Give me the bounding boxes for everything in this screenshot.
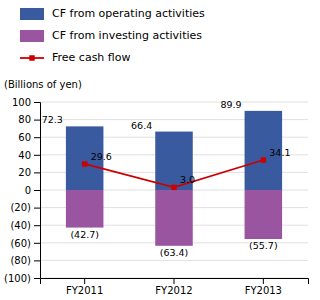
y-tick: 0 xyxy=(25,185,40,196)
bar xyxy=(66,190,104,228)
line xyxy=(85,160,264,187)
marker xyxy=(261,157,266,162)
legend-marker xyxy=(29,55,34,60)
x-tick-label: FY2013 xyxy=(245,285,282,296)
x-axis: FY2011 FY2012 FY2013 xyxy=(41,278,309,296)
y-axis-line xyxy=(34,103,41,279)
chart: (100)(80)(60)(40)(20)020406080100FY2011F… xyxy=(0,0,320,300)
y-tick: 40 xyxy=(18,150,40,161)
data-label: 89.9 xyxy=(220,99,241,110)
y-tick-label: 100 xyxy=(12,97,31,108)
y-tick-mark xyxy=(34,102,40,103)
x-tick-mark xyxy=(174,278,175,284)
x-tick: FY2012 xyxy=(155,278,192,296)
y-tick: (20) xyxy=(10,202,40,213)
legend-swatch xyxy=(20,8,44,20)
x-tick: FY2013 xyxy=(245,278,282,296)
y-tick: (100) xyxy=(4,273,40,284)
x-tick-mark xyxy=(84,278,85,284)
y-tick-label: 40 xyxy=(18,150,31,161)
y-tick-mark xyxy=(34,208,40,209)
y-tick: 20 xyxy=(18,167,40,178)
legend-label: CF from operating activities xyxy=(52,7,205,20)
grid xyxy=(40,102,308,278)
y-tick-label: (60) xyxy=(10,238,31,249)
y-tick-mark xyxy=(34,155,40,156)
data-label: (63.4) xyxy=(160,247,189,258)
y-tick: (40) xyxy=(10,220,40,231)
data-label: 34.1 xyxy=(269,147,290,158)
bar xyxy=(155,190,193,246)
legend: CF from operating activities CF from inve… xyxy=(20,7,205,64)
y-tick: 80 xyxy=(18,114,40,125)
y-tick-mark xyxy=(34,260,40,261)
y-axis: (100) (80) (60) (40) (20) 0 20 40 60 80 100 xyxy=(4,97,40,284)
data-label: 66.4 xyxy=(131,120,152,131)
grid-line xyxy=(40,260,308,261)
grid-line xyxy=(40,102,308,103)
legend-label: CF from investing activities xyxy=(52,29,202,42)
y-tick-label: 80 xyxy=(18,114,31,125)
y-tick-mark xyxy=(34,137,40,138)
y-tick-label: (40) xyxy=(10,220,31,231)
y-axis-title: (Billions of yen) xyxy=(4,79,82,90)
data-labels: 72.3 66.4 89.9 (42.7) (63.4) (55.7) 29.6 3.0 34.… xyxy=(42,99,291,258)
marker xyxy=(171,185,176,190)
x-tick-label: FY2012 xyxy=(155,285,192,296)
bar xyxy=(245,190,283,239)
y-tick-mark xyxy=(34,243,40,244)
x-tick: FY2011 xyxy=(66,278,103,296)
y-tick-mark xyxy=(34,190,40,191)
data-label: 3.0 xyxy=(180,174,195,185)
x-axis-line xyxy=(41,279,309,285)
y-tick-label: (20) xyxy=(10,202,31,213)
legend-label: Free cash flow xyxy=(52,51,130,64)
y-tick: 100 xyxy=(12,97,40,108)
data-label: (42.7) xyxy=(70,229,99,240)
data-label: (55.7) xyxy=(249,240,278,251)
plot-marks xyxy=(66,111,282,246)
x-tick-label: FY2011 xyxy=(66,285,103,296)
y-tick-mark xyxy=(34,120,40,121)
y-tick-mark xyxy=(34,278,40,279)
y-tick-label: 0 xyxy=(25,185,31,196)
y-tick: (80) xyxy=(10,255,40,266)
legend-swatch xyxy=(20,30,44,42)
y-tick-label: 20 xyxy=(18,167,31,178)
y-tick: (60) xyxy=(10,238,40,249)
data-label: 72.3 xyxy=(42,114,63,125)
y-tick-mark xyxy=(34,225,40,226)
y-tick-label: 60 xyxy=(18,132,31,143)
y-tick-mark xyxy=(34,172,40,173)
y-tick-label: (80) xyxy=(10,255,31,266)
y-tick-label: (100) xyxy=(4,273,31,284)
data-label: 29.6 xyxy=(91,151,112,162)
x-tick-mark xyxy=(263,278,264,284)
marker xyxy=(82,161,87,166)
y-tick: 60 xyxy=(18,132,40,143)
